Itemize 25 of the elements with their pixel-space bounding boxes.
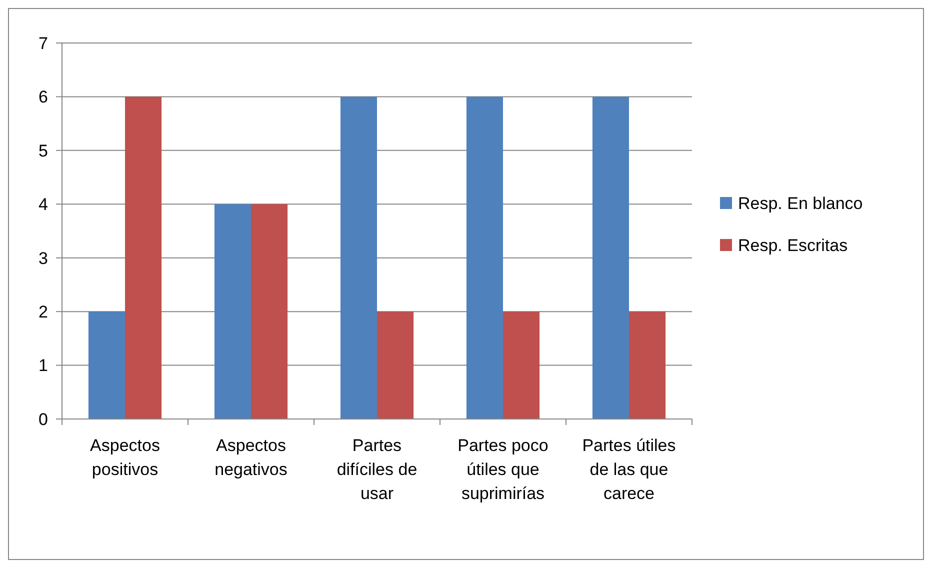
y-tick-label: 4 [38,195,48,214]
bar [466,96,503,419]
x-tick-label: Aspectos negativos [214,436,288,479]
bar [340,96,377,419]
y-tick-label: 5 [38,141,48,160]
x-tick-label: Aspectos positivos [90,436,160,479]
bar [503,312,540,419]
y-tick-label: 7 [38,34,48,53]
bar [629,312,666,419]
y-tick-label: 2 [38,302,48,322]
bar [377,312,414,419]
legend-label: Resp. En blanco [738,194,863,213]
y-tick-label: 0 [38,410,48,429]
x-tick-label: Partes difíciles de usar [336,436,418,503]
bar [88,312,125,419]
x-tick-label: Partes poco útiles que suprimirías [458,436,548,503]
y-tick-label: 6 [38,88,48,107]
bar [251,204,288,419]
bar [214,204,251,419]
y-tick-label: 3 [38,248,48,268]
legend-label: Resp. Escritas [738,236,848,255]
bar [125,96,162,419]
bar [592,96,629,419]
x-tick-label: Partes útiles de las que carece [582,436,676,503]
y-tick-label: 1 [38,356,48,376]
